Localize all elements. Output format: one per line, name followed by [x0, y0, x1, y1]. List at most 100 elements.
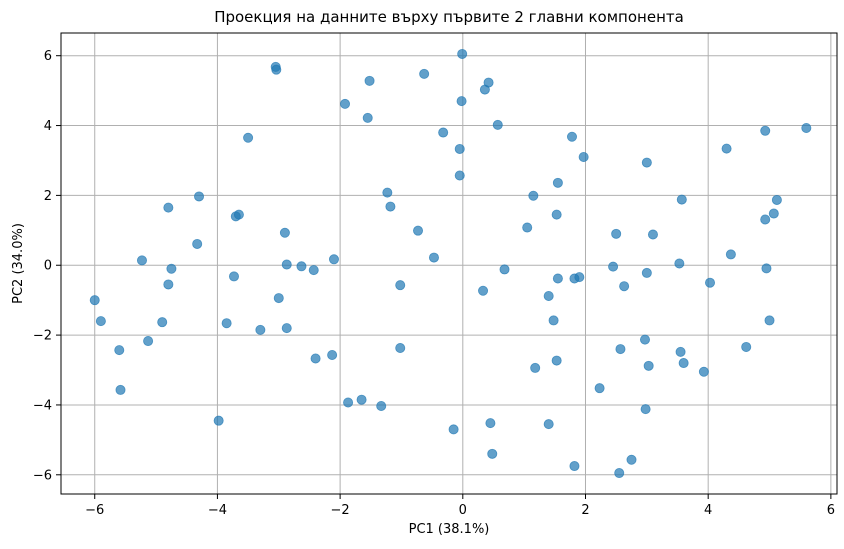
data-point — [382, 187, 393, 198]
data-point — [454, 170, 465, 181]
data-point — [308, 265, 319, 276]
data-point — [163, 279, 174, 290]
data-point — [271, 64, 282, 75]
y-tick-label: −4 — [33, 398, 52, 413]
data-point — [543, 290, 554, 301]
data-point — [395, 280, 406, 291]
x-tick-label: −6 — [85, 503, 104, 518]
data-point — [551, 209, 562, 220]
data-point — [487, 448, 498, 459]
data-point — [479, 84, 490, 95]
data-point — [764, 315, 775, 326]
data-point — [721, 143, 732, 154]
data-point — [492, 119, 503, 130]
data-point — [281, 323, 292, 334]
data-point — [485, 418, 496, 429]
data-point — [192, 238, 203, 249]
data-point — [454, 143, 465, 154]
x-tick-label: 0 — [459, 503, 467, 518]
data-point — [143, 336, 154, 347]
data-point — [611, 228, 622, 239]
data-point — [296, 261, 307, 272]
x-tick-label: 6 — [827, 503, 835, 518]
data-point — [343, 397, 354, 408]
data-point — [615, 344, 626, 355]
data-point — [761, 263, 772, 274]
x-tick-label: −4 — [208, 503, 227, 518]
data-point — [608, 261, 619, 272]
y-tick-label: 0 — [44, 259, 52, 274]
data-point — [641, 157, 652, 168]
y-tick-label: 6 — [44, 49, 52, 64]
data-point — [551, 355, 562, 366]
data-point — [448, 424, 459, 435]
data-point — [385, 201, 396, 212]
y-tick-label: 2 — [44, 189, 52, 204]
data-point — [801, 122, 812, 133]
y-tick-label: −2 — [33, 329, 52, 344]
data-point — [356, 394, 367, 405]
data-point — [478, 285, 489, 296]
data-point — [166, 263, 177, 274]
data-point — [522, 222, 533, 233]
data-point — [457, 48, 468, 59]
data-point — [530, 362, 541, 373]
data-point — [157, 317, 168, 328]
data-point — [362, 112, 373, 123]
data-point — [548, 315, 559, 326]
data-point — [675, 346, 686, 357]
data-point — [328, 254, 339, 265]
data-point — [566, 131, 577, 142]
x-tick-label: 4 — [704, 503, 712, 518]
data-point — [428, 252, 439, 263]
data-point — [643, 360, 654, 371]
data-point — [543, 419, 554, 430]
data-point — [569, 461, 580, 472]
data-point — [228, 271, 239, 282]
x-tick-label: 2 — [581, 503, 589, 518]
x-tick-label: −2 — [331, 503, 350, 518]
axis-ticks: −6 −4 −2 0 2 4 6 −6 −4 −2 0 2 4 6 — [33, 49, 835, 518]
plot-frame — [60, 32, 838, 495]
data-point — [273, 293, 284, 304]
data-point — [163, 202, 174, 213]
data-point — [619, 281, 630, 292]
data-point — [115, 384, 126, 395]
data-point — [194, 191, 205, 202]
data-point — [594, 383, 605, 394]
data-point — [676, 194, 687, 205]
data-point — [528, 190, 539, 201]
chart-title: Проекция на данните върху първите 2 глав… — [214, 8, 684, 26]
data-point — [340, 98, 351, 109]
data-point — [552, 177, 563, 188]
data-point — [626, 454, 637, 465]
data-point — [552, 273, 563, 284]
x-axis-label: PC1 (38.1%) — [409, 522, 490, 537]
data-point — [725, 249, 736, 260]
data-point — [698, 366, 709, 377]
data-point — [136, 255, 147, 266]
data-point — [395, 343, 406, 354]
y-tick-label: 4 — [44, 119, 52, 134]
data-point — [741, 341, 752, 352]
y-tick-label: −6 — [33, 468, 52, 483]
data-point — [438, 127, 449, 138]
data-point — [768, 208, 779, 219]
data-point — [89, 295, 100, 306]
data-point — [114, 345, 125, 356]
data-point — [327, 350, 338, 361]
data-point — [456, 96, 467, 107]
grid — [61, 33, 837, 494]
data-point — [221, 318, 232, 329]
data-point — [578, 151, 589, 162]
data-point — [419, 68, 430, 79]
data-point — [647, 229, 658, 240]
data-point — [705, 277, 716, 288]
data-point — [213, 415, 224, 426]
data-point — [243, 132, 254, 143]
data-point — [760, 214, 771, 225]
data-point — [499, 264, 510, 275]
data-point — [569, 273, 580, 284]
data-point — [279, 227, 290, 238]
